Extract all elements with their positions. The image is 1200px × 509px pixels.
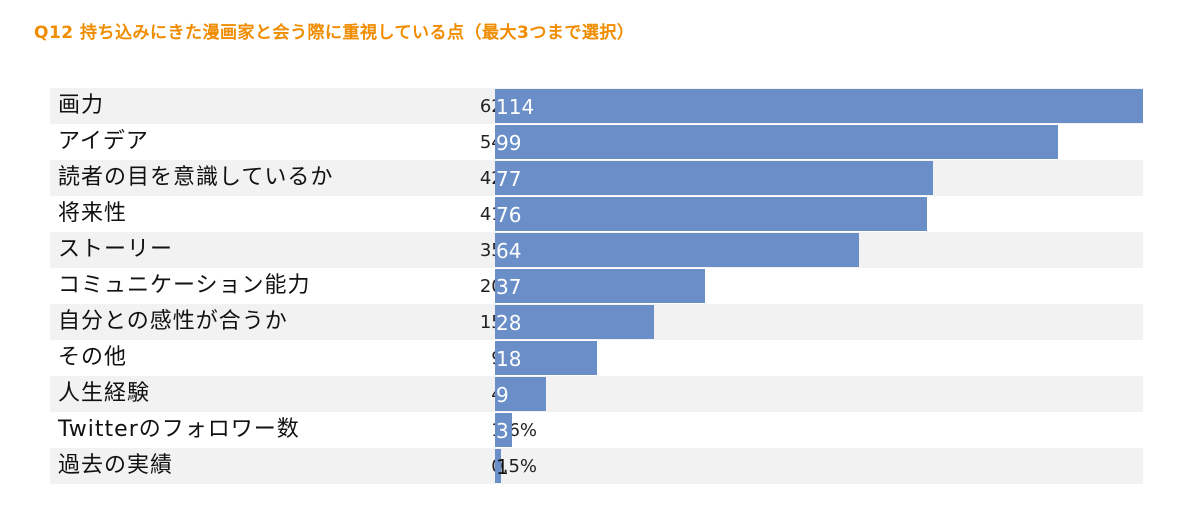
category-label: 将来性 xyxy=(58,201,128,226)
bar xyxy=(495,341,597,375)
chart-row: 画力62.6%114 xyxy=(50,88,1143,124)
count-label: 9 xyxy=(496,383,509,407)
category-label: 人生経験 xyxy=(58,381,151,406)
chart-title: Q12 持ち込みにきた漫画家と会う際に重視している点（最大3つまで選択） xyxy=(34,23,635,43)
bar xyxy=(495,233,859,267)
count-label: 114 xyxy=(496,95,535,119)
bar-chart: 画力62.6%114アイデア54.4%99読者の目を意識しているか42.3%77… xyxy=(50,88,1143,484)
count-label: 76 xyxy=(496,203,522,227)
bar xyxy=(495,305,654,339)
count-label: 3 xyxy=(496,419,509,443)
count-label: 64 xyxy=(496,239,522,263)
category-label: その他 xyxy=(58,345,128,370)
chart-row: ストーリー35.2%64 xyxy=(50,232,1143,268)
bar xyxy=(495,197,927,231)
bar xyxy=(495,449,501,483)
chart-row: 自分との感性が合うか15.4%28 xyxy=(50,304,1143,340)
category-label: アイデア xyxy=(58,129,149,154)
bar xyxy=(495,377,546,411)
category-label: 過去の実績 xyxy=(58,453,174,478)
bar xyxy=(495,413,512,447)
chart-row: 将来性41.8%76 xyxy=(50,196,1143,232)
count-label: 99 xyxy=(496,131,522,155)
bar xyxy=(495,269,705,303)
category-label: 自分との感性が合うか xyxy=(58,309,288,334)
chart-row: アイデア54.4%99 xyxy=(50,124,1143,160)
category-label: 画力 xyxy=(58,93,105,118)
chart-row: Twitterのフォロワー数 1.6% 3 xyxy=(50,412,1143,448)
bar xyxy=(495,89,1143,123)
chart-row: コミュニケーション能力20.3%37 xyxy=(50,268,1143,304)
count-label: 77 xyxy=(496,167,522,191)
bar xyxy=(495,125,1058,159)
count-label: 37 xyxy=(496,275,522,299)
chart-row: 人生経験4.9%9 xyxy=(50,376,1143,412)
category-label: 読者の目を意識しているか xyxy=(58,165,334,190)
category-label: ストーリー xyxy=(58,237,174,262)
bar xyxy=(495,161,933,195)
count-label: 18 xyxy=(496,347,522,371)
count-label: 1 xyxy=(496,455,509,479)
chart-row: 読者の目を意識しているか42.3%77 xyxy=(50,160,1143,196)
chart-row: その他9.9%18 xyxy=(50,340,1143,376)
count-label: 28 xyxy=(496,311,522,335)
percent-label: 0.5% xyxy=(491,456,537,477)
chart-row: 過去の実績 0.5% 1 xyxy=(50,448,1143,484)
category-label: コミュニケーション能力 xyxy=(58,273,311,298)
category-label: Twitterのフォロワー数 xyxy=(58,417,300,442)
